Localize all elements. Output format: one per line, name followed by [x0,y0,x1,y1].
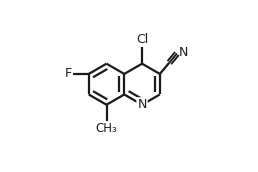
Text: CH₃: CH₃ [96,122,117,135]
Text: N: N [178,46,188,60]
Text: N: N [137,98,147,111]
Text: Cl: Cl [136,33,148,46]
Text: F: F [64,67,72,80]
